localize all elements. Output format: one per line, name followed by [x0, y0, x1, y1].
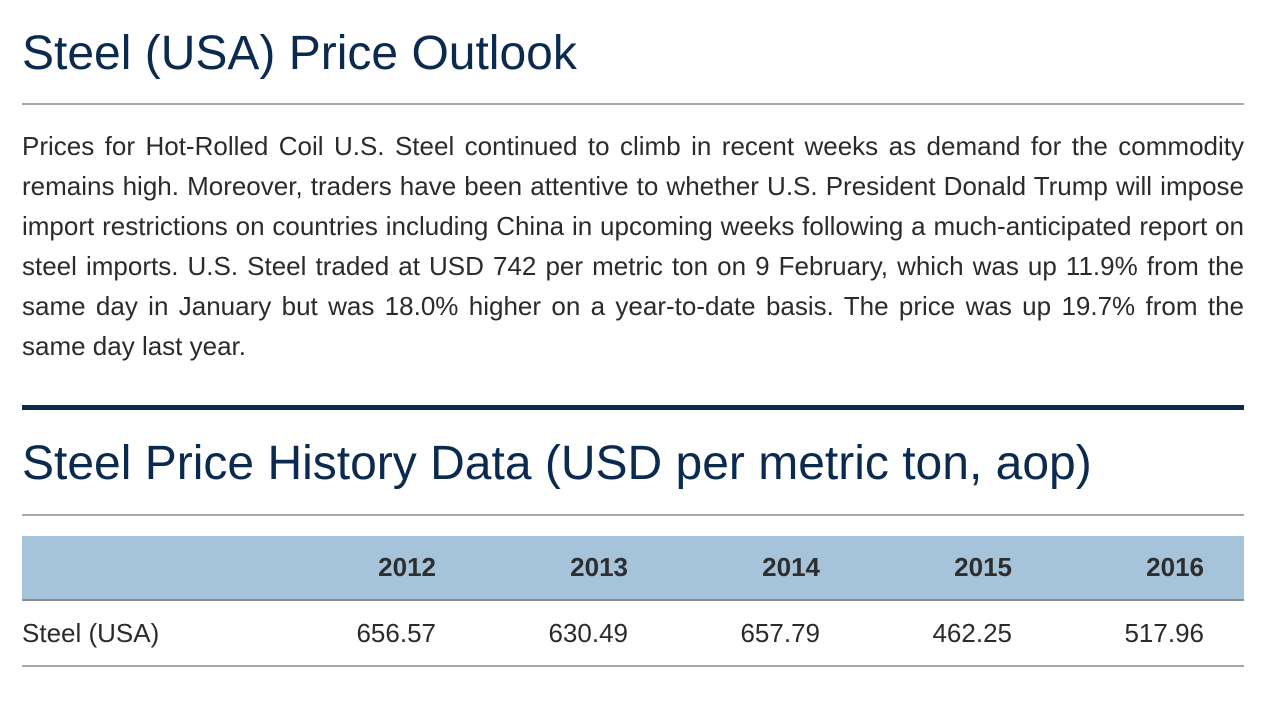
- table-row-label: Steel (USA): [22, 600, 284, 667]
- table-header-year: 2015: [860, 536, 1052, 601]
- table-header-year: 2014: [668, 536, 860, 601]
- table-row: Steel (USA) 656.57 630.49 657.79 462.25 …: [22, 600, 1244, 667]
- price-history-table: 2012 2013 2014 2015 2016 Steel (USA) 656…: [22, 536, 1244, 667]
- table-header-label: [22, 536, 284, 601]
- outlook-paragraph: Prices for Hot-Rolled Coil U.S. Steel co…: [22, 131, 1244, 361]
- section-divider: [22, 405, 1244, 410]
- history-divider: [22, 514, 1244, 516]
- table-cell: 630.49: [476, 600, 668, 667]
- table-header-year: 2016: [1052, 536, 1244, 601]
- table-header-year: 2013: [476, 536, 668, 601]
- outlook-divider: [22, 103, 1244, 105]
- table-header-year: 2012: [284, 536, 476, 601]
- table-header-row: 2012 2013 2014 2015 2016: [22, 536, 1244, 601]
- history-title: Steel Price History Data (USD per metric…: [22, 437, 1092, 490]
- outlook-title: Steel (USA) Price Outlook: [22, 27, 577, 80]
- table-header: 2012 2013 2014 2015 2016: [22, 536, 1244, 601]
- table-cell: 517.96: [1052, 600, 1244, 667]
- table-cell: 462.25: [860, 600, 1052, 667]
- table-cell: 656.57: [284, 600, 476, 667]
- table-cell: 657.79: [668, 600, 860, 667]
